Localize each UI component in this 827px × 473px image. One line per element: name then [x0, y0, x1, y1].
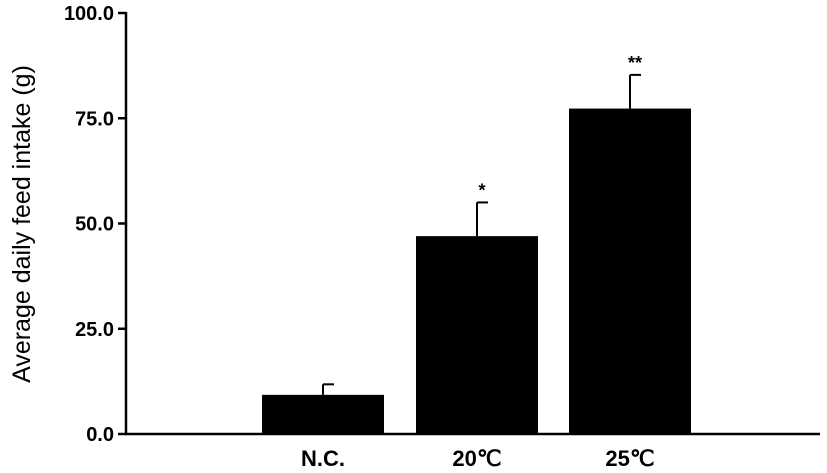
y-tick-label: 75.0: [75, 108, 114, 130]
error-bars-group: [322, 73, 641, 395]
x-category-label: 20℃: [452, 446, 501, 471]
y-tick-label: 25.0: [75, 319, 114, 341]
bar: [416, 236, 538, 434]
significance-marker: **: [628, 53, 642, 73]
bars-group: [262, 108, 691, 434]
y-tick-label: 0.0: [86, 424, 114, 446]
y-tick-label: 50.0: [75, 214, 114, 236]
y-axis-ticks: 0.0 25.0 50.0 75.0 100.0: [64, 3, 126, 446]
y-axis-title: Average daily feed intake (g): [8, 65, 36, 383]
y-tick-label: 100.0: [64, 3, 114, 25]
significance-marker: *: [478, 180, 485, 200]
bar: [262, 394, 384, 434]
significance-labels: ***: [478, 53, 642, 201]
x-axis-categories: N.C. 20℃ 25℃: [301, 446, 655, 471]
x-category-label: 25℃: [605, 446, 654, 471]
x-category-label: N.C.: [301, 446, 345, 471]
bar: [569, 108, 691, 434]
y-axis-title-group: Average daily feed intake (g): [8, 65, 36, 383]
